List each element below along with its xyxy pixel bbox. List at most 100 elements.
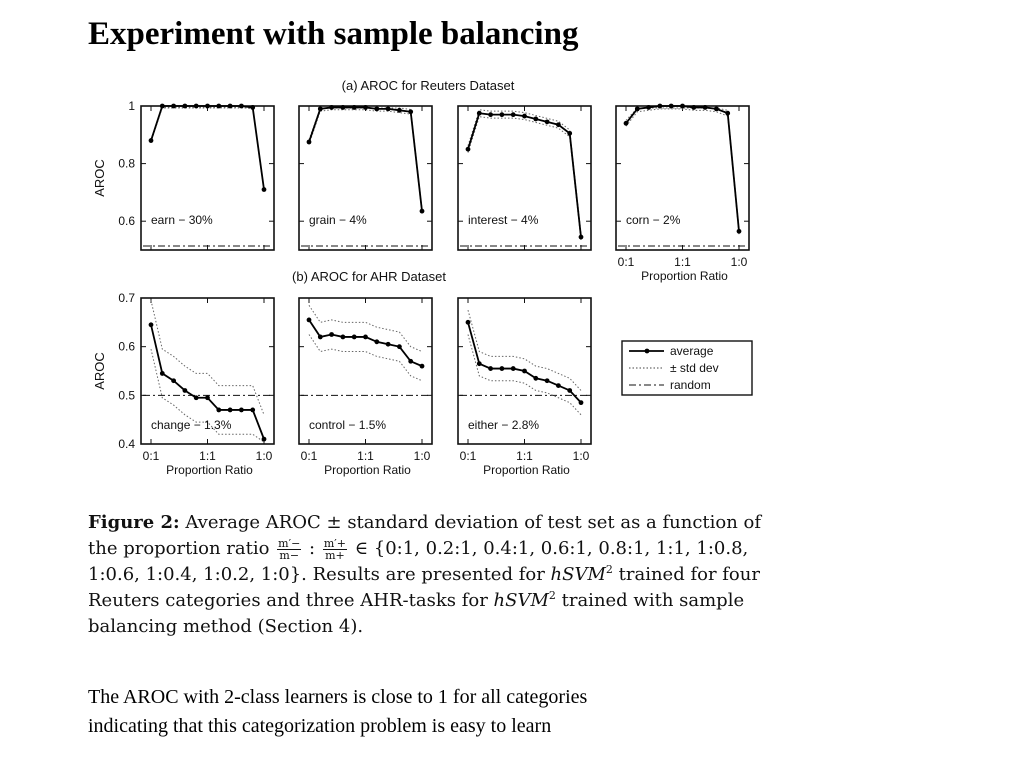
data-point <box>385 106 391 112</box>
data-point <box>397 344 402 350</box>
panel-label: earn − 30% <box>151 213 213 227</box>
caption-exp-1: 2 <box>605 563 613 576</box>
data-point <box>736 228 742 234</box>
average-line <box>308 106 423 212</box>
slide-note: The AROC with 2-class learners is close … <box>88 683 788 741</box>
y-tick-label: 0.6 <box>118 340 135 354</box>
data-point <box>306 139 312 145</box>
data-point <box>419 363 425 369</box>
data-point <box>510 112 516 118</box>
caption-text-3: trained for four Reuters categories and … <box>88 564 760 611</box>
data-point <box>317 106 323 112</box>
caption-text-1: Average AROC ± standard deviation of tes… <box>88 512 762 559</box>
data-point <box>544 378 550 384</box>
x-tick-label: 0:1 <box>460 449 477 463</box>
data-point <box>691 105 697 110</box>
std-dev-upper <box>150 107 265 189</box>
chart-title-0: (a) AROC for Reuters Dataset <box>342 78 515 93</box>
data-point <box>725 110 731 116</box>
data-point <box>499 366 505 371</box>
data-point <box>227 407 233 413</box>
caption-ratio-sep: : <box>303 538 321 559</box>
std-dev-upper <box>625 107 740 229</box>
panel-label: grain − 4% <box>309 213 367 227</box>
slide-title: Experiment with sample balancing <box>88 16 579 52</box>
data-point <box>317 334 323 340</box>
data-point <box>567 388 573 393</box>
average-line <box>308 319 423 367</box>
legend-average-marker <box>644 348 650 354</box>
data-point <box>646 105 651 110</box>
x-tick-label: 0:1 <box>618 255 635 269</box>
std-dev-lower <box>308 334 423 382</box>
data-point <box>544 119 550 125</box>
data-point <box>533 375 539 381</box>
data-point <box>227 103 233 109</box>
x-tick-label: 1:1 <box>199 449 216 463</box>
y-axis-label-1: AROC <box>92 352 107 390</box>
data-point <box>668 103 674 109</box>
legend-random-label: random <box>670 378 711 392</box>
data-point <box>374 106 380 112</box>
std-dev-lower <box>625 108 740 235</box>
fraction-plus-den: m+ <box>325 548 345 562</box>
data-point <box>578 400 584 406</box>
data-point <box>419 208 425 214</box>
panel-frame <box>140 105 275 251</box>
x-axis-label: Proportion Ratio <box>483 463 570 477</box>
fraction-plus-num: m′+ <box>322 536 347 550</box>
data-point <box>385 341 391 347</box>
average-line <box>150 105 265 190</box>
caption-label: Figure 2: <box>88 512 180 533</box>
data-point <box>476 361 482 367</box>
std-dev-lower <box>467 334 582 416</box>
fraction-minus-num: m′− <box>277 536 302 550</box>
data-point <box>329 332 334 337</box>
x-axis-label: Proportion Ratio <box>166 463 253 477</box>
x-tick-label: 1:0 <box>414 449 431 463</box>
std-dev-lower <box>467 116 582 241</box>
data-point <box>340 105 346 110</box>
slide-note-line-1: The AROC with 2-class learners is close … <box>88 686 588 708</box>
panel-label: control − 1.5% <box>309 418 386 432</box>
data-point <box>465 146 471 152</box>
data-point <box>465 319 471 325</box>
caption-model-1: hSVM <box>550 564 606 585</box>
data-point <box>193 103 199 109</box>
data-point <box>533 116 539 122</box>
legend-average-label: average <box>670 344 714 358</box>
x-axis-label: Proportion Ratio <box>324 463 411 477</box>
data-point <box>261 187 267 192</box>
data-point <box>657 103 663 109</box>
average-line <box>467 322 582 404</box>
fraction-minus: m′− m− <box>277 536 302 561</box>
data-point <box>363 334 368 340</box>
x-tick-label: 1:0 <box>731 255 748 269</box>
data-point <box>159 103 165 109</box>
data-point <box>205 395 210 401</box>
figure-panels: (a) AROC for Reuters Dataset AROC 0.6 0.8 1 e… <box>92 78 753 477</box>
x-tick-label: 1:1 <box>674 255 691 269</box>
y-tick-label: 0.7 <box>118 291 135 305</box>
caption-text-4: trained with sample balancing method (Se… <box>88 590 745 637</box>
legend-std-label: ± std dev <box>670 361 719 375</box>
data-point <box>171 103 177 109</box>
caption-model-2: hSVM <box>493 590 549 611</box>
data-point <box>205 103 210 109</box>
x-tick-label: 1:1 <box>357 449 374 463</box>
x-tick-label: 1:0 <box>256 449 273 463</box>
figure-caption: Figure 2: Average AROC ± standard deviat… <box>88 510 788 640</box>
x-axis-label: Proportion Ratio <box>641 269 728 283</box>
y-axis-label-0: AROC <box>92 159 107 197</box>
data-point <box>634 106 640 112</box>
data-point <box>680 103 685 109</box>
data-point <box>567 130 573 136</box>
y-tick-label: 0.5 <box>118 388 135 402</box>
data-point <box>363 105 368 110</box>
data-point <box>556 122 561 128</box>
std-dev-upper <box>467 109 582 234</box>
data-point <box>351 105 357 110</box>
data-point <box>488 366 493 371</box>
data-point <box>408 109 414 115</box>
data-point <box>556 383 561 388</box>
